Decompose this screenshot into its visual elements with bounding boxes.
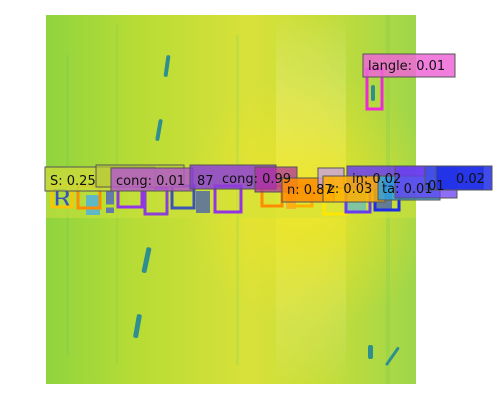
label-01: 01 xyxy=(428,179,445,194)
z-label: z: 0.03 xyxy=(328,182,372,197)
last-label: 0.02 xyxy=(456,172,485,187)
z-label-box xyxy=(322,175,386,203)
langle-label-box xyxy=(362,53,456,78)
ta-label: ta: 0.01 xyxy=(382,182,433,197)
cong1-label: cong: 0.01 xyxy=(116,174,185,189)
n-label: n: 0.87 xyxy=(287,183,333,198)
in-label: in: 0.02 xyxy=(352,172,401,187)
label-87: 87 xyxy=(197,174,214,189)
last-label-box xyxy=(435,165,493,191)
detection-langle: langle: 0.01 xyxy=(362,53,456,111)
dark-dashes xyxy=(133,55,400,366)
cong2-label: cong: 0.99 xyxy=(222,172,291,187)
langle-label: langle: 0.01 xyxy=(368,59,445,74)
row-labels: S: 0.25 cong: 0.01 87 cong: 0.99 n: 0.87… xyxy=(44,164,493,203)
s-label: S: 0.25 xyxy=(50,174,96,189)
